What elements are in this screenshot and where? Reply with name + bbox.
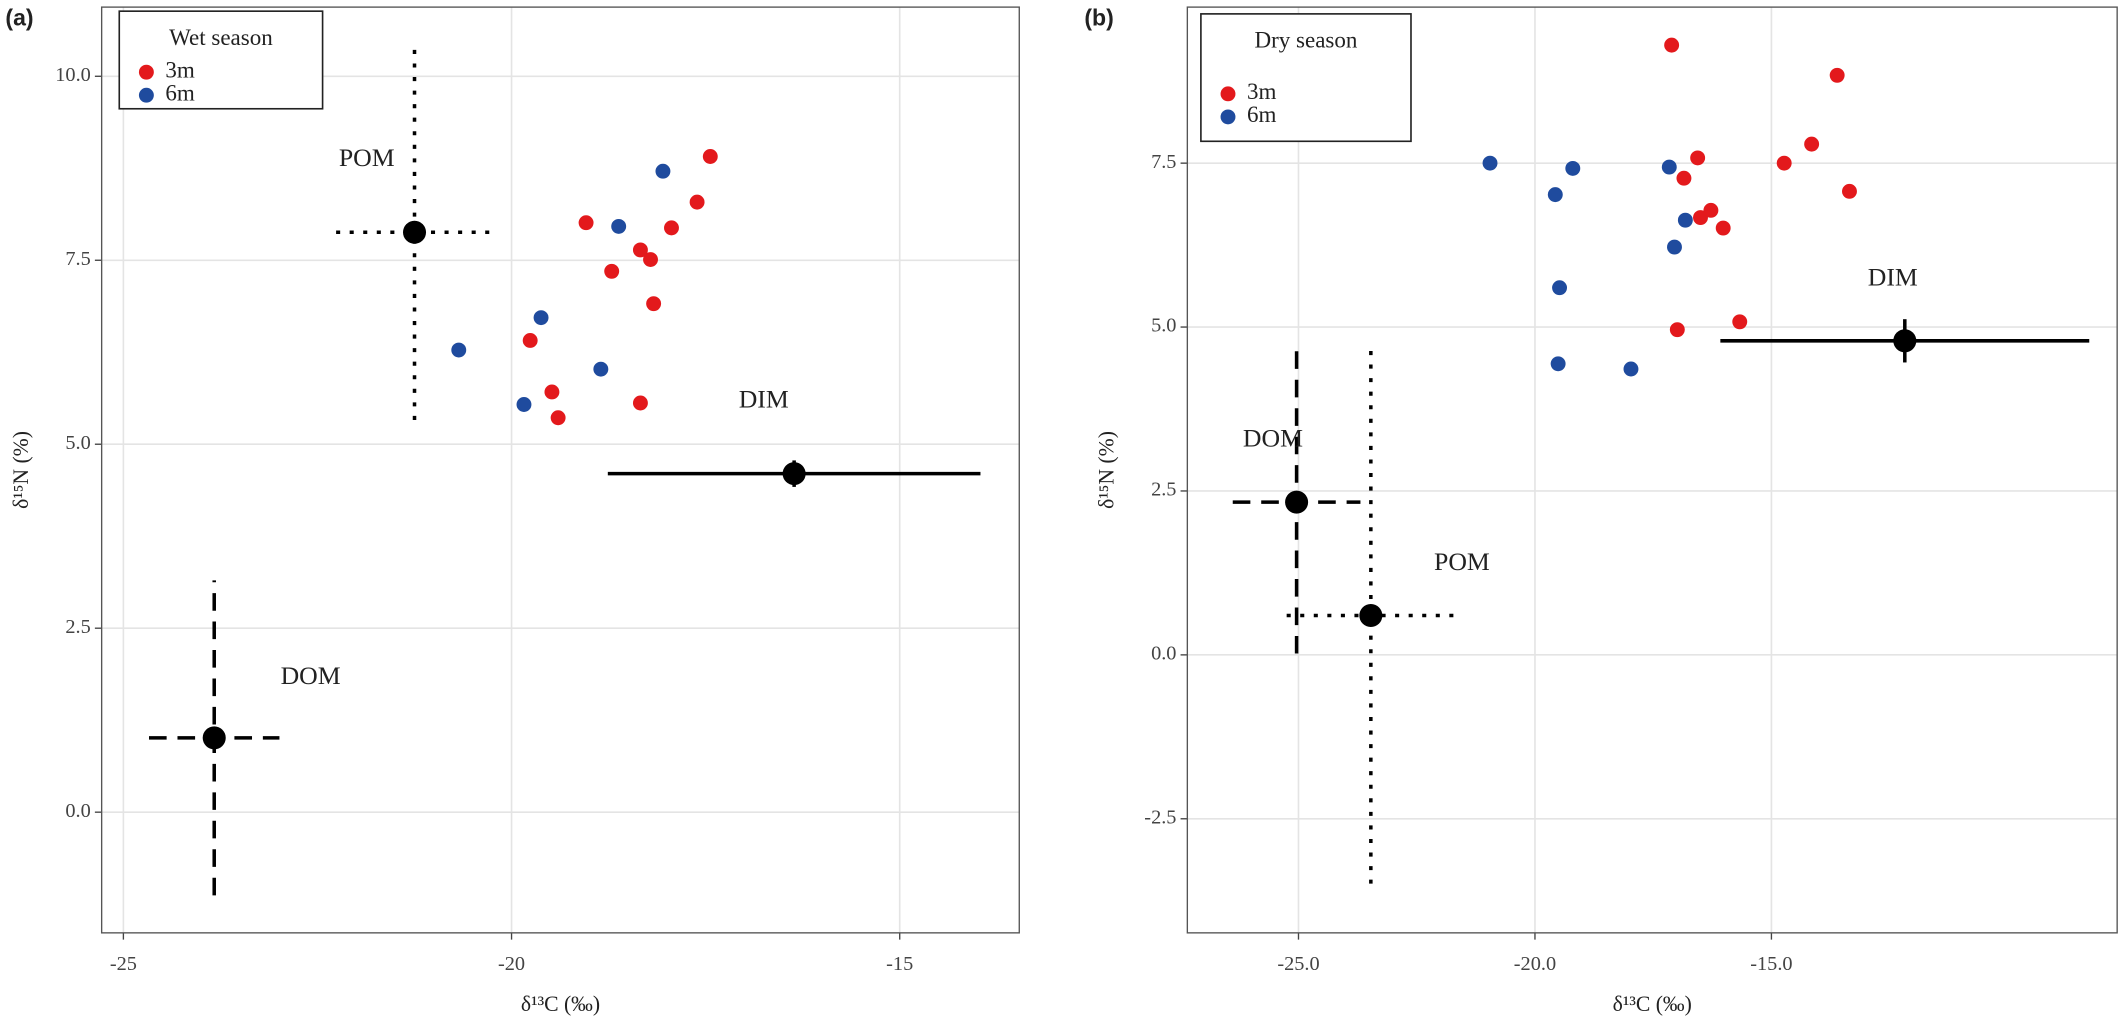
- point: [1565, 160, 1581, 176]
- x-tick-label: -15: [886, 953, 913, 975]
- x-axis-title: δ¹³C (‰): [521, 992, 600, 1016]
- point: [1552, 280, 1568, 296]
- y-tick-label: 5.0: [65, 432, 90, 454]
- point: [1667, 239, 1682, 255]
- point: [1804, 136, 1820, 152]
- source-label: DIM: [739, 384, 789, 413]
- point: [550, 410, 566, 426]
- x-tick-label: -20: [498, 953, 525, 975]
- y-tick-label: 5.0: [1151, 315, 1176, 337]
- legend-label: 6m: [165, 79, 195, 105]
- point: [1677, 212, 1693, 228]
- point: [1776, 155, 1792, 171]
- plot-border: [100, 6, 1020, 934]
- point: [632, 242, 648, 258]
- y-tick-label: 7.5: [65, 248, 90, 270]
- source-point: [782, 462, 806, 486]
- source-label: DIM: [1868, 262, 1918, 291]
- x-tick-label: -15.0: [1750, 953, 1792, 975]
- y-axis-title: δ¹⁵N (%): [9, 431, 33, 509]
- point: [1693, 210, 1708, 226]
- source-label: DOM: [1243, 424, 1303, 453]
- source-point: [1359, 604, 1383, 628]
- panel: -25 -20 -15 0.0 2.5 5.0 7.5 10.0 δ¹³C (‰) δ¹⁵N (%…: [5, 4, 1020, 1016]
- point: [1829, 67, 1845, 83]
- point: [1842, 183, 1857, 199]
- point: [1703, 202, 1719, 218]
- point: [1547, 187, 1563, 203]
- point: [1732, 314, 1748, 330]
- point: [655, 163, 671, 179]
- legend-marker: [1220, 109, 1236, 125]
- plot-area: [101, 7, 1020, 933]
- source-point: [402, 220, 427, 244]
- source-label: DOM: [281, 661, 341, 690]
- y-tick-label: 2.5: [65, 616, 90, 638]
- point: [1690, 150, 1706, 166]
- point: [689, 194, 705, 210]
- plot-border: [1186, 6, 2118, 934]
- point: [604, 263, 620, 279]
- legend-title: Dry season: [1254, 27, 1357, 53]
- point: [533, 310, 549, 326]
- point: [643, 252, 658, 267]
- point: [1550, 356, 1566, 372]
- y-tick-label: 7.5: [1151, 151, 1176, 173]
- legend-label: 3m: [165, 56, 195, 82]
- legend-marker: [138, 87, 154, 103]
- point: [1482, 155, 1498, 171]
- plot-area: [1187, 7, 2118, 933]
- panel: -25.0 -20.0 -15.0 -2.5 0.0 2.5 5.0 7.5 δ¹³C (‰) δ…: [1084, 4, 2118, 1016]
- source-label: POM: [339, 143, 395, 172]
- panel-label: (b): [1084, 4, 1113, 30]
- point: [451, 342, 467, 358]
- y-axis-title: δ¹⁵N (%): [1095, 431, 1119, 509]
- point: [544, 384, 560, 400]
- point: [702, 149, 718, 164]
- legend-marker: [138, 64, 154, 80]
- legend-label: 3m: [1247, 78, 1277, 104]
- point: [664, 220, 679, 236]
- point: [516, 397, 532, 412]
- source-label: POM: [1434, 547, 1490, 576]
- y-tick-label: 10.0: [55, 64, 91, 86]
- y-tick-label: 0.0: [65, 800, 90, 822]
- x-tick-label: -25: [110, 953, 137, 975]
- legend-label: 6m: [1247, 101, 1277, 127]
- source-point: [202, 726, 226, 750]
- point: [1623, 361, 1639, 377]
- point: [1715, 220, 1731, 236]
- y-tick-label: 2.5: [1151, 479, 1176, 501]
- x-axis-title: δ¹³C (‰): [1613, 992, 1692, 1016]
- point: [578, 215, 594, 231]
- point: [1669, 322, 1685, 338]
- point: [646, 296, 662, 312]
- y-tick-label: 0.0: [1151, 643, 1176, 665]
- point: [1664, 37, 1680, 53]
- point: [1661, 159, 1677, 175]
- source-point: [1893, 329, 1917, 353]
- point: [1676, 170, 1692, 186]
- legend-box: [1200, 13, 1412, 143]
- source-point: [1285, 490, 1309, 514]
- x-tick-label: -25.0: [1277, 953, 1319, 975]
- point: [611, 218, 627, 234]
- point: [522, 333, 538, 348]
- legend-marker: [1220, 86, 1236, 102]
- y-tick-label: -2.5: [1144, 806, 1176, 828]
- panel-label: (a): [5, 4, 33, 30]
- legend-title: Wet season: [169, 24, 273, 50]
- x-tick-label: -20.0: [1514, 953, 1556, 975]
- point: [632, 395, 648, 411]
- point: [593, 361, 609, 377]
